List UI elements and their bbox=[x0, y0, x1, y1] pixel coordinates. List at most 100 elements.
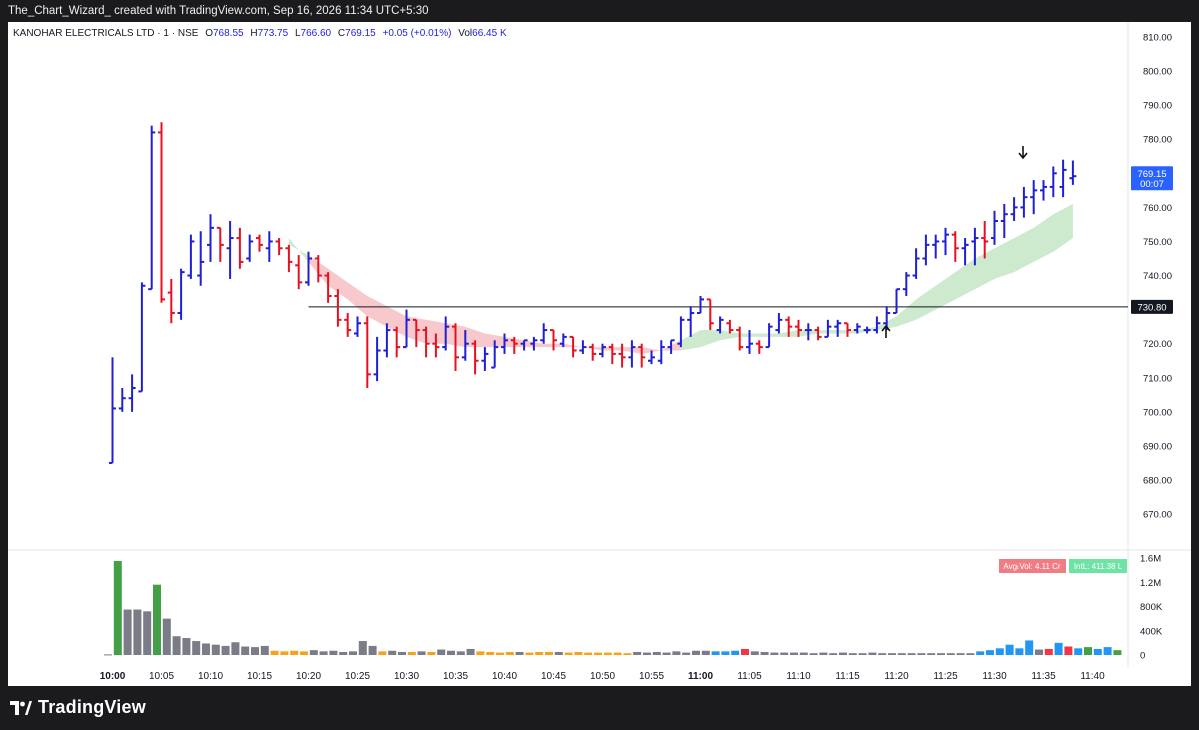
price-tick-label: 670.00 bbox=[1143, 510, 1172, 521]
ohlc-bar bbox=[981, 221, 989, 259]
volume-bar bbox=[986, 650, 994, 655]
countdown-label: 00:07 bbox=[1140, 179, 1164, 190]
price-tick-label: 810.00 bbox=[1143, 33, 1172, 44]
ohlc-bar bbox=[716, 316, 724, 334]
price-tick-label: 780.00 bbox=[1143, 135, 1172, 146]
ohlc-bar bbox=[128, 374, 136, 412]
volume-bar bbox=[123, 609, 132, 655]
ohlc-bar bbox=[853, 323, 861, 334]
volume-bar bbox=[888, 653, 896, 655]
volume-bar bbox=[721, 651, 730, 655]
time-tick-label: 11:20 bbox=[884, 671, 909, 682]
cloud-bull-segment bbox=[288, 238, 309, 262]
time-tick-label: 10:35 bbox=[443, 671, 468, 682]
ohlc-bar bbox=[628, 340, 636, 368]
ohlc-bar bbox=[746, 330, 753, 354]
volume-bar bbox=[153, 584, 161, 655]
volume-bar bbox=[525, 652, 534, 655]
volume-bar bbox=[574, 651, 583, 655]
legend-symbol[interactable]: KANOHAR ELECTRICALS LTD · 1 · NSE bbox=[13, 28, 199, 39]
volume-bar bbox=[309, 650, 318, 655]
volume-bar bbox=[447, 650, 455, 655]
ohlc-bar bbox=[677, 316, 685, 348]
volume-bar bbox=[427, 651, 436, 655]
ohlc-bar bbox=[765, 323, 773, 349]
volume-bar bbox=[799, 652, 808, 655]
ohlc-bar bbox=[148, 125, 156, 291]
ohlc-bar bbox=[393, 326, 401, 358]
ohlc-bar bbox=[442, 316, 450, 351]
up-arrow-icon bbox=[881, 324, 891, 338]
volume-bar bbox=[339, 651, 348, 655]
ohlc-bar bbox=[501, 333, 508, 354]
volume-bar bbox=[172, 636, 181, 655]
ohlc-bar bbox=[422, 326, 430, 358]
ohlc-bar bbox=[471, 340, 479, 375]
ohlc-bar bbox=[726, 319, 734, 334]
volume-bar bbox=[603, 652, 612, 655]
volume-bar bbox=[976, 651, 985, 655]
price-tick-label: 740.00 bbox=[1143, 271, 1172, 282]
ohlc-bar bbox=[324, 272, 332, 303]
ohlc-bar bbox=[363, 316, 371, 388]
time-tick-label: 11:10 bbox=[786, 671, 811, 682]
volume-bar bbox=[202, 643, 210, 655]
volume-bar bbox=[260, 645, 269, 655]
ohlc-bar bbox=[207, 214, 214, 262]
volume-bar bbox=[358, 641, 367, 655]
ohlc-bar bbox=[109, 357, 116, 464]
ohlc-bar bbox=[197, 231, 205, 286]
ohlc-bar bbox=[834, 319, 842, 337]
volume-axis: 0 400K 800K 1.2M 1.6M bbox=[1140, 554, 1163, 662]
tradingview-brand[interactable]: TradingView bbox=[10, 697, 146, 718]
volume-bar bbox=[554, 651, 563, 655]
ohlc-bar bbox=[226, 221, 234, 279]
ohlc-bar bbox=[775, 313, 783, 334]
price-tick-label: 800.00 bbox=[1143, 67, 1172, 78]
price-volume-chart[interactable]: 670.00 680.00 690.00 700.00 710.00 720.00 730.… bbox=[8, 22, 1191, 686]
legend-high-value: 773.75 bbox=[258, 28, 289, 39]
volume-bar bbox=[545, 651, 553, 655]
volume-bar bbox=[398, 651, 406, 655]
volume-bar bbox=[613, 652, 622, 655]
volume-bar bbox=[505, 651, 514, 655]
ohlc-bar bbox=[354, 316, 361, 337]
ohlc-bar bbox=[1030, 180, 1038, 215]
volume-bar bbox=[858, 653, 867, 655]
legend-close-label: C bbox=[338, 28, 345, 39]
ohlc-bar bbox=[256, 234, 263, 252]
ohlc-bar bbox=[520, 339, 528, 351]
ohlc-bar bbox=[893, 288, 900, 315]
time-tick-label: 10:50 bbox=[590, 671, 615, 682]
volume-bar bbox=[1025, 640, 1034, 655]
volume-bar bbox=[907, 653, 916, 655]
volume-bar bbox=[231, 642, 240, 655]
volume-bar bbox=[790, 652, 798, 655]
ohlc-bar bbox=[667, 339, 675, 354]
time-tick-label: 10:55 bbox=[639, 671, 664, 682]
ohlc-bar bbox=[1059, 159, 1067, 198]
time-tick-label: 10:05 bbox=[149, 671, 174, 682]
volume-bar bbox=[564, 652, 573, 655]
ohlc-bar bbox=[804, 323, 812, 341]
volume-bar bbox=[241, 646, 250, 655]
time-axis[interactable]: 10:00 10:05 10:10 10:15 10:20 10:25 10:30 10:35… bbox=[100, 671, 1105, 682]
ohlc-bars bbox=[109, 122, 1077, 464]
volume-bar bbox=[319, 651, 328, 655]
volume-bar bbox=[848, 653, 857, 655]
legend-change: +0.05 (+0.01%) bbox=[383, 28, 452, 39]
chart-panel[interactable]: 670.00 680.00 690.00 700.00 710.00 720.00 730.… bbox=[8, 22, 1191, 686]
ohlc-bar bbox=[657, 340, 665, 365]
price-axis[interactable]: 670.00680.00690.00700.00710.00720.00730.… bbox=[1143, 33, 1172, 521]
ohlc-bar bbox=[158, 122, 165, 303]
ohlc-bar bbox=[951, 231, 959, 262]
legend-low-label: L bbox=[295, 28, 301, 39]
ohlc-bar bbox=[540, 323, 548, 344]
volume-bar bbox=[133, 609, 142, 655]
ohlc-bar bbox=[1069, 160, 1077, 185]
price-tick-label: 680.00 bbox=[1143, 476, 1172, 487]
ohlc-bar bbox=[403, 309, 410, 349]
down-arrow-icon bbox=[1018, 146, 1028, 160]
volume-bar bbox=[1035, 649, 1043, 655]
volume-bar bbox=[946, 653, 955, 655]
